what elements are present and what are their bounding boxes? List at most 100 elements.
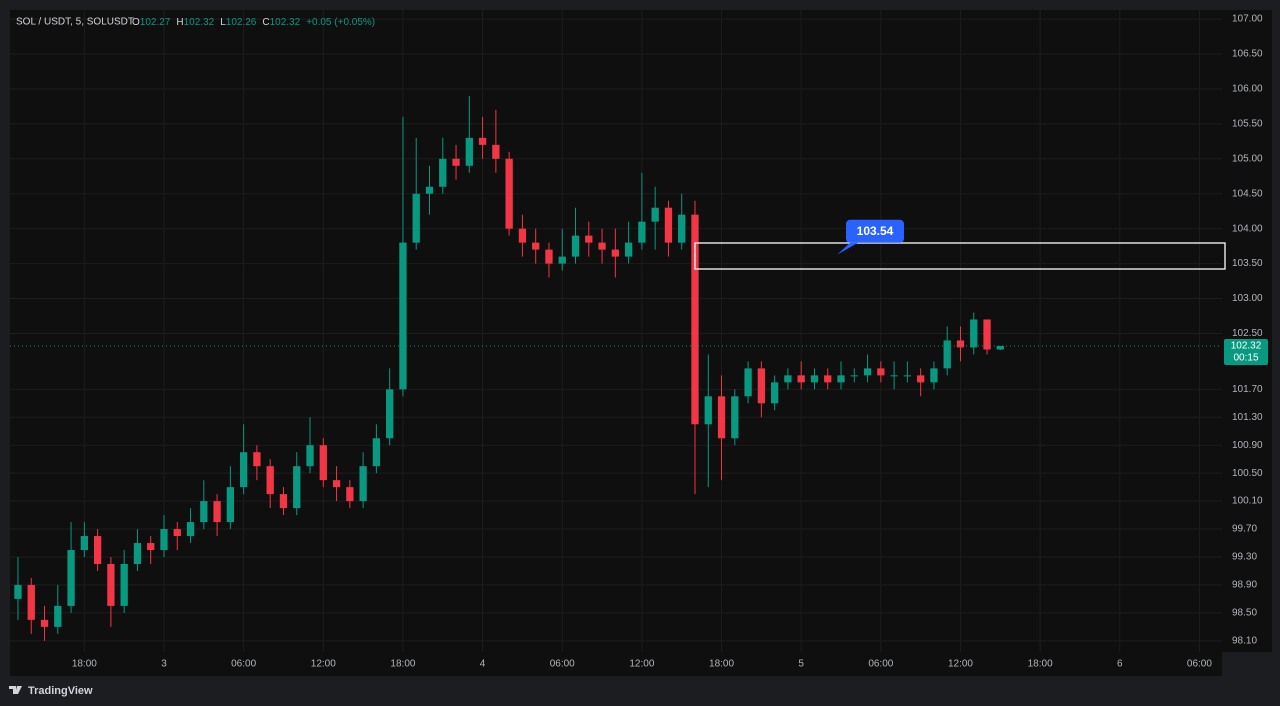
brand-logo: TradingView xyxy=(9,685,93,697)
ohlc-header: O102.27 H102.32 L102.26 C102.32 +0.05 (+0.05… xyxy=(132,17,375,28)
price-tag-countdown: 00:15 xyxy=(1233,353,1258,364)
candle-body xyxy=(558,256,566,264)
candle-body xyxy=(133,543,142,564)
y-tick-label: 100.10 xyxy=(1232,496,1263,507)
x-tick-label: 18:00 xyxy=(709,659,734,670)
candle-body xyxy=(279,494,288,509)
candle-body xyxy=(160,529,168,551)
grid xyxy=(10,10,1222,652)
candle-body xyxy=(850,375,858,377)
candle-body xyxy=(492,144,500,159)
candle-body xyxy=(824,375,832,383)
candle-body xyxy=(306,445,314,467)
candle-body xyxy=(359,466,367,502)
time-axis xyxy=(10,652,1222,676)
x-tick-label: 12:00 xyxy=(311,659,336,670)
candle-body xyxy=(797,375,805,383)
candle-body xyxy=(67,550,75,606)
x-tick-label: 06:00 xyxy=(231,659,256,670)
candle-body xyxy=(200,501,208,523)
candle-body xyxy=(253,452,261,467)
candle-body xyxy=(93,536,102,564)
candle-body xyxy=(27,584,35,620)
x-tick-label: 5 xyxy=(798,659,804,670)
candle-body xyxy=(545,249,553,264)
y-tick-label: 99.70 xyxy=(1232,524,1257,535)
candle-body xyxy=(120,563,128,606)
ohlc-value: 102.32 xyxy=(270,17,301,28)
candle-body xyxy=(239,452,248,488)
candle-body xyxy=(877,368,885,376)
candle-body xyxy=(956,340,965,348)
y-tick-label: 105.00 xyxy=(1232,153,1263,164)
y-tick-label: 104.00 xyxy=(1232,223,1263,234)
y-tick-label: 99.30 xyxy=(1232,552,1257,563)
y-tick-label: 98.90 xyxy=(1232,580,1257,591)
candle-body xyxy=(638,221,646,243)
candle-body xyxy=(664,207,673,243)
candle-body xyxy=(810,375,819,383)
x-tick-label: 12:00 xyxy=(948,659,973,670)
x-tick-label: 4 xyxy=(480,659,486,670)
candle-body xyxy=(744,368,752,397)
x-tick-label: 6 xyxy=(1117,659,1123,670)
ohlc-prefix: C xyxy=(262,17,269,28)
candle-body xyxy=(452,158,460,166)
candle-body xyxy=(903,375,912,377)
candle-body xyxy=(147,543,155,551)
y-tick-label: 98.10 xyxy=(1232,635,1257,646)
candle-body xyxy=(478,137,487,145)
candle-body xyxy=(624,242,633,257)
ohlc-value: 102.26 xyxy=(226,17,257,28)
candles xyxy=(14,95,1004,641)
candle-body xyxy=(930,368,938,383)
price-tag xyxy=(1224,339,1268,366)
x-tick-label: 3 xyxy=(161,659,167,670)
x-tick-label: 12:00 xyxy=(629,659,654,670)
candle-body xyxy=(386,389,394,439)
candle-body xyxy=(996,346,1004,350)
callout-label: 103.54 xyxy=(857,224,894,238)
candle-body xyxy=(173,529,181,537)
candle-body xyxy=(598,242,606,250)
ohlc-prefix: O xyxy=(132,17,140,28)
callout-box xyxy=(846,219,904,243)
candle-body xyxy=(186,522,195,537)
ohlc-value: 102.32 xyxy=(184,17,215,28)
candle-body xyxy=(970,319,978,348)
candle-body xyxy=(890,375,898,377)
callout-pointer xyxy=(837,242,858,255)
candle-body xyxy=(837,375,845,383)
x-tick-label: 06:00 xyxy=(550,659,575,670)
candle-body xyxy=(757,368,766,404)
candle-body xyxy=(585,235,593,243)
y-tick-label: 106.50 xyxy=(1232,49,1263,60)
candle-body xyxy=(439,158,447,187)
y-tick-label: 100.90 xyxy=(1232,440,1263,451)
candle-body xyxy=(14,584,22,599)
candle-body xyxy=(54,605,62,627)
candle-body xyxy=(532,242,540,250)
y-tick-label: 100.50 xyxy=(1232,468,1263,479)
y-tick-label: 106.00 xyxy=(1232,84,1263,95)
y-tick-label: 107.00 xyxy=(1232,14,1263,25)
y-tick-label: 101.30 xyxy=(1232,412,1263,423)
candle-body xyxy=(943,340,951,369)
candle-body xyxy=(213,501,221,523)
candle-body xyxy=(107,563,115,606)
ohlc-prefix: H xyxy=(176,17,183,28)
ohlc-change: +0.05 (+0.05%) xyxy=(306,17,375,28)
candle-body xyxy=(412,193,420,243)
labels: 107.00 106.50 106.00 105.50 105.00 104.50 104.… xyxy=(10,14,1268,670)
candle-body xyxy=(293,466,301,509)
candle-body xyxy=(571,235,580,257)
candle-body xyxy=(770,382,779,404)
candle-body xyxy=(80,536,88,551)
ohlc-prefix: L xyxy=(220,17,226,28)
x-tick-label: 06:00 xyxy=(1187,659,1212,670)
ohlc-value: 102.27 xyxy=(140,17,171,28)
candle-body xyxy=(372,438,381,467)
candle-body xyxy=(678,214,686,243)
brand-name: TradingView xyxy=(28,685,93,697)
